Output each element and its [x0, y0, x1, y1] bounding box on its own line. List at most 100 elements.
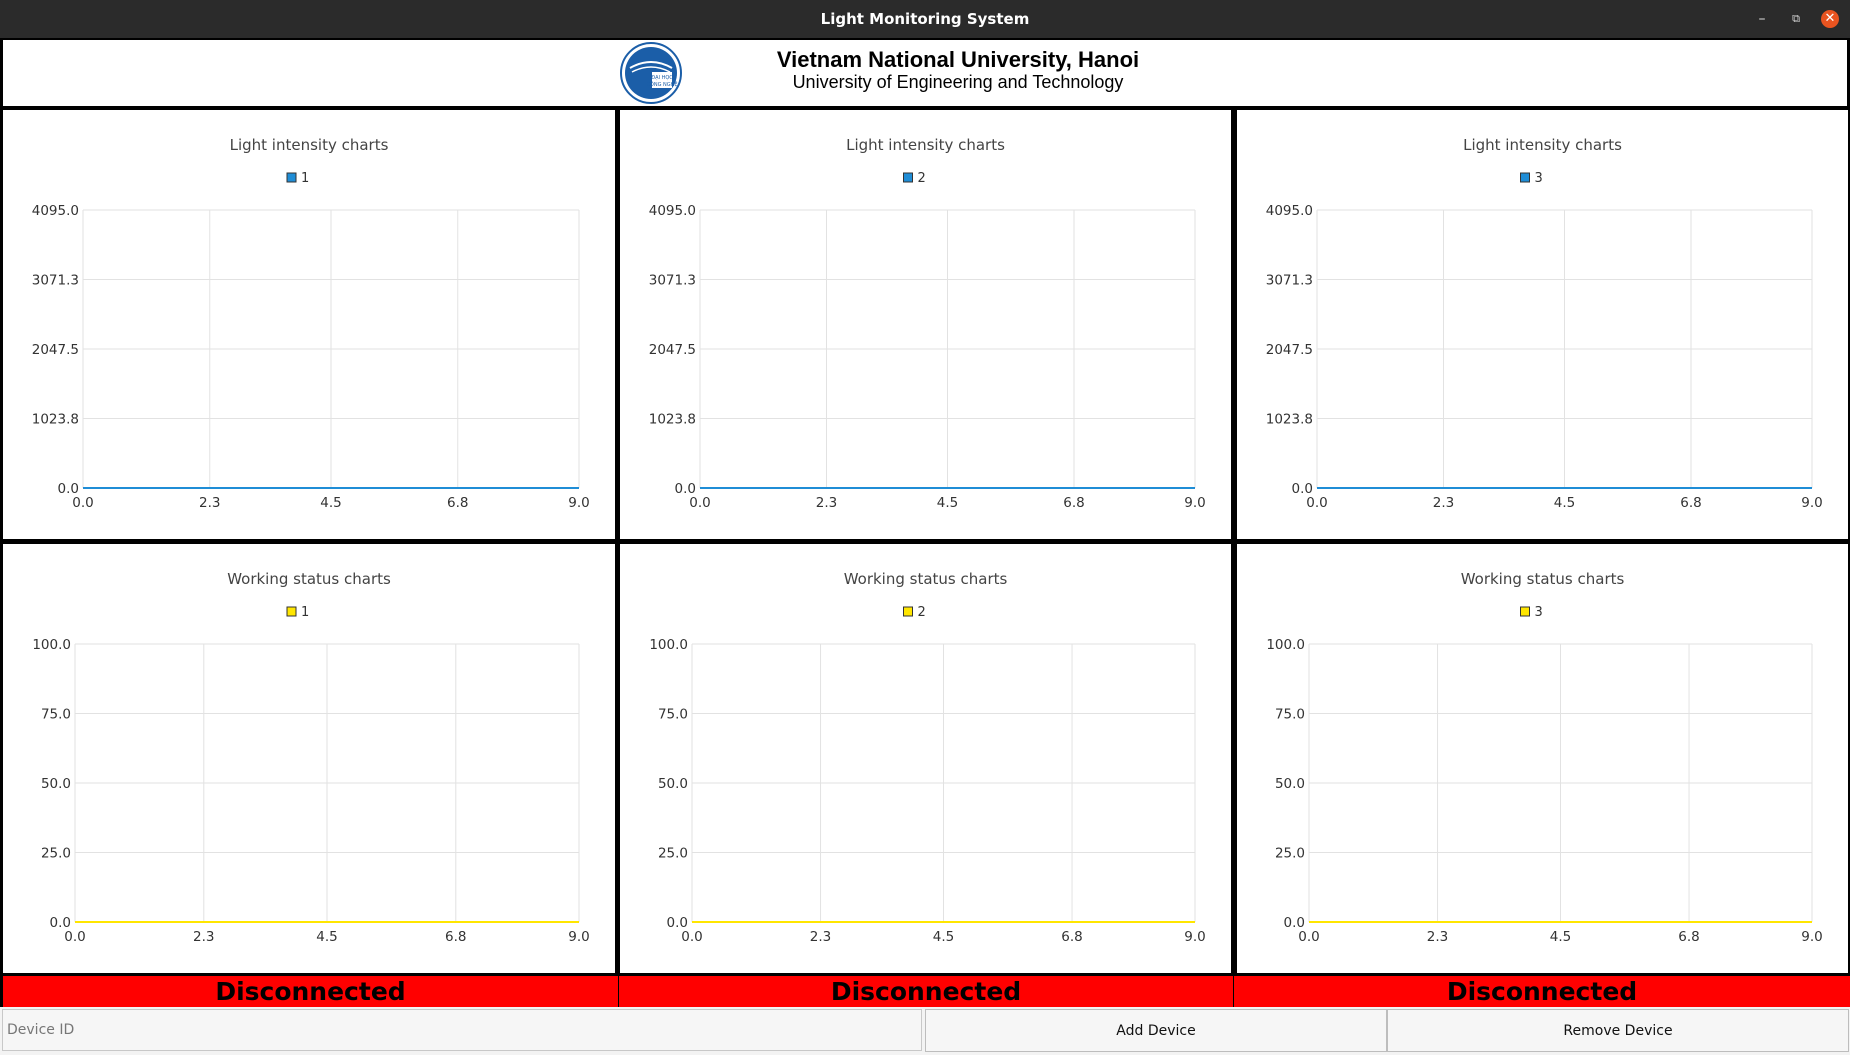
x-tick-label: 0.0	[1306, 495, 1327, 511]
university-logo: ĐẠI HỌC CÔNG NGHỆ	[620, 42, 682, 104]
device-controls: Add Device Remove Device	[0, 1007, 1850, 1055]
window-titlebar: Light Monitoring System – ⧉ ✕	[0, 0, 1850, 38]
x-tick-label: 6.8	[1063, 495, 1084, 511]
faculty-subtitle: University of Engineering and Technology	[792, 72, 1124, 92]
x-tick-label: 9.0	[1801, 495, 1822, 511]
y-tick-label: 1023.8	[1266, 411, 1313, 427]
x-tick-label: 9.0	[1184, 495, 1205, 511]
legend-marker	[903, 606, 913, 617]
x-tick-label: 0.0	[72, 495, 93, 511]
intensity-chart-1: Light intensity charts 1 0.0 2.3 4.5 6.8 9.0 0.…	[32, 136, 590, 511]
window-title: Light Monitoring System	[820, 10, 1030, 28]
device-1-status: Disconnected	[3, 976, 618, 1007]
status-chart-1: Working status charts 1 0.0 2.3 4.5 6.8 9.0 0.0…	[32, 570, 589, 945]
remove-device-button[interactable]: Remove Device	[1387, 1009, 1849, 1052]
legend-label: 3	[1535, 171, 1543, 186]
restore-icon[interactable]: ⧉	[1792, 12, 1800, 25]
close-icon[interactable]: ✕	[1821, 10, 1839, 28]
x-tick-label: 0.0	[64, 929, 85, 945]
x-tick-label: 4.5	[937, 495, 958, 511]
legend-label: 1	[301, 605, 309, 620]
status-chart-2: Working status charts 2 0.0 2.3 4.5 6.8 9.0 0.0…	[649, 570, 1205, 945]
x-tick-label: 4.5	[320, 495, 341, 511]
x-tick-label: 4.5	[316, 929, 337, 945]
x-tick-label: 2.3	[199, 495, 220, 511]
chart-title: Working status charts	[1461, 570, 1625, 588]
y-tick-label: 25.0	[658, 846, 688, 862]
chart-title: Working status charts	[227, 570, 391, 588]
y-tick-label: 75.0	[658, 707, 688, 723]
y-tick-label: 75.0	[41, 707, 71, 723]
status-chart-3: Working status charts 3 0.0 2.3 4.5 6.8 9.0 0.0…	[1266, 570, 1822, 945]
y-tick-label: 3071.3	[649, 272, 696, 288]
y-tick-label: 0.0	[50, 915, 71, 931]
y-tick-label: 3071.3	[1266, 272, 1313, 288]
y-tick-label: 4095.0	[32, 203, 79, 219]
y-tick-label: 0.0	[667, 915, 688, 931]
intensity-chart-panel-3: Light intensity charts 3 0.0 2.3 4.5 6.8 9.0 0.…	[1237, 110, 1848, 539]
x-tick-label: 6.8	[445, 929, 466, 945]
x-tick-label: 6.8	[1678, 929, 1699, 945]
x-tick-label: 0.0	[681, 929, 702, 945]
x-tick-label: 2.3	[1433, 495, 1454, 511]
x-tick-label: 2.3	[193, 929, 214, 945]
minimize-icon[interactable]: –	[1758, 11, 1766, 27]
logo-text-line1: ĐẠI HỌC	[651, 75, 673, 81]
y-tick-label: 4095.0	[649, 203, 696, 219]
y-tick-label: 100.0	[1266, 637, 1305, 653]
x-tick-label: 0.0	[1298, 929, 1319, 945]
legend-label: 2	[918, 171, 926, 186]
device-2-status: Disconnected	[619, 976, 1233, 1007]
x-tick-label: 9.0	[1184, 929, 1205, 945]
y-tick-label: 75.0	[1275, 707, 1305, 723]
university-title: Vietnam National University, Hanoi	[776, 47, 1140, 72]
status-chart-panel-3: Working status charts 3 0.0 2.3 4.5 6.8 9.0 0.0…	[1237, 544, 1848, 973]
y-tick-label: 2047.5	[1266, 342, 1313, 358]
y-tick-label: 3071.3	[32, 272, 79, 288]
intensity-chart-panel-1: Light intensity charts 1 0.0 2.3 4.5 6.8 9.0 0.…	[3, 110, 615, 539]
y-tick-label: 0.0	[675, 481, 696, 497]
y-tick-label: 4095.0	[1266, 203, 1313, 219]
status-chart-panel-1: Working status charts 1 0.0 2.3 4.5 6.8 9.0 0.0…	[3, 544, 615, 973]
intensity-chart-3: Light intensity charts 3 0.0 2.3 4.5 6.8 9.0 0.…	[1266, 136, 1823, 511]
x-tick-label: 9.0	[1801, 929, 1822, 945]
x-tick-label: 9.0	[568, 929, 589, 945]
legend-marker	[903, 172, 913, 183]
x-tick-label: 2.3	[810, 929, 831, 945]
intensity-chart-panel-2: Light intensity charts 2 0.0 2.3 4.5 6.8 9.0 0.…	[620, 110, 1231, 539]
legend-label: 2	[918, 605, 926, 620]
y-tick-label: 2047.5	[32, 342, 79, 358]
y-tick-label: 1023.8	[32, 411, 79, 427]
y-tick-label: 100.0	[649, 637, 688, 653]
y-tick-label: 25.0	[41, 846, 71, 862]
y-tick-label: 0.0	[1292, 481, 1313, 497]
chart-title: Working status charts	[844, 570, 1008, 588]
device-3-status: Disconnected	[1234, 976, 1850, 1007]
x-tick-label: 4.5	[1550, 929, 1571, 945]
legend-marker	[286, 172, 297, 183]
y-tick-label: 50.0	[41, 776, 71, 792]
x-tick-label: 6.8	[1680, 495, 1701, 511]
x-tick-label: 2.3	[1427, 929, 1448, 945]
x-tick-label: 6.8	[1061, 929, 1082, 945]
y-tick-label: 2047.5	[649, 342, 696, 358]
x-tick-label: 2.3	[816, 495, 837, 511]
y-tick-label: 25.0	[1275, 846, 1305, 862]
university-header: ĐẠI HỌC CÔNG NGHỆ Vietnam National Unive…	[3, 40, 1847, 106]
y-tick-label: 50.0	[658, 776, 688, 792]
legend-marker	[286, 606, 297, 617]
legend-label: 1	[301, 171, 309, 186]
y-tick-label: 0.0	[1284, 915, 1305, 931]
y-tick-label: 50.0	[1275, 776, 1305, 792]
y-tick-label: 0.0	[58, 481, 79, 497]
x-tick-label: 4.5	[1554, 495, 1575, 511]
x-tick-label: 4.5	[933, 929, 954, 945]
add-device-button[interactable]: Add Device	[925, 1009, 1387, 1052]
intensity-chart-2: Light intensity charts 2 0.0 2.3 4.5 6.8 9.0 0.…	[649, 136, 1206, 511]
logo-text-line2: CÔNG NGHỆ	[646, 80, 677, 88]
x-tick-label: 0.0	[689, 495, 710, 511]
y-tick-label: 1023.8	[649, 411, 696, 427]
status-chart-panel-2: Working status charts 2 0.0 2.3 4.5 6.8 9.0 0.0…	[620, 544, 1231, 973]
chart-title: Light intensity charts	[846, 136, 1005, 154]
device-id-input[interactable]	[2, 1009, 922, 1051]
